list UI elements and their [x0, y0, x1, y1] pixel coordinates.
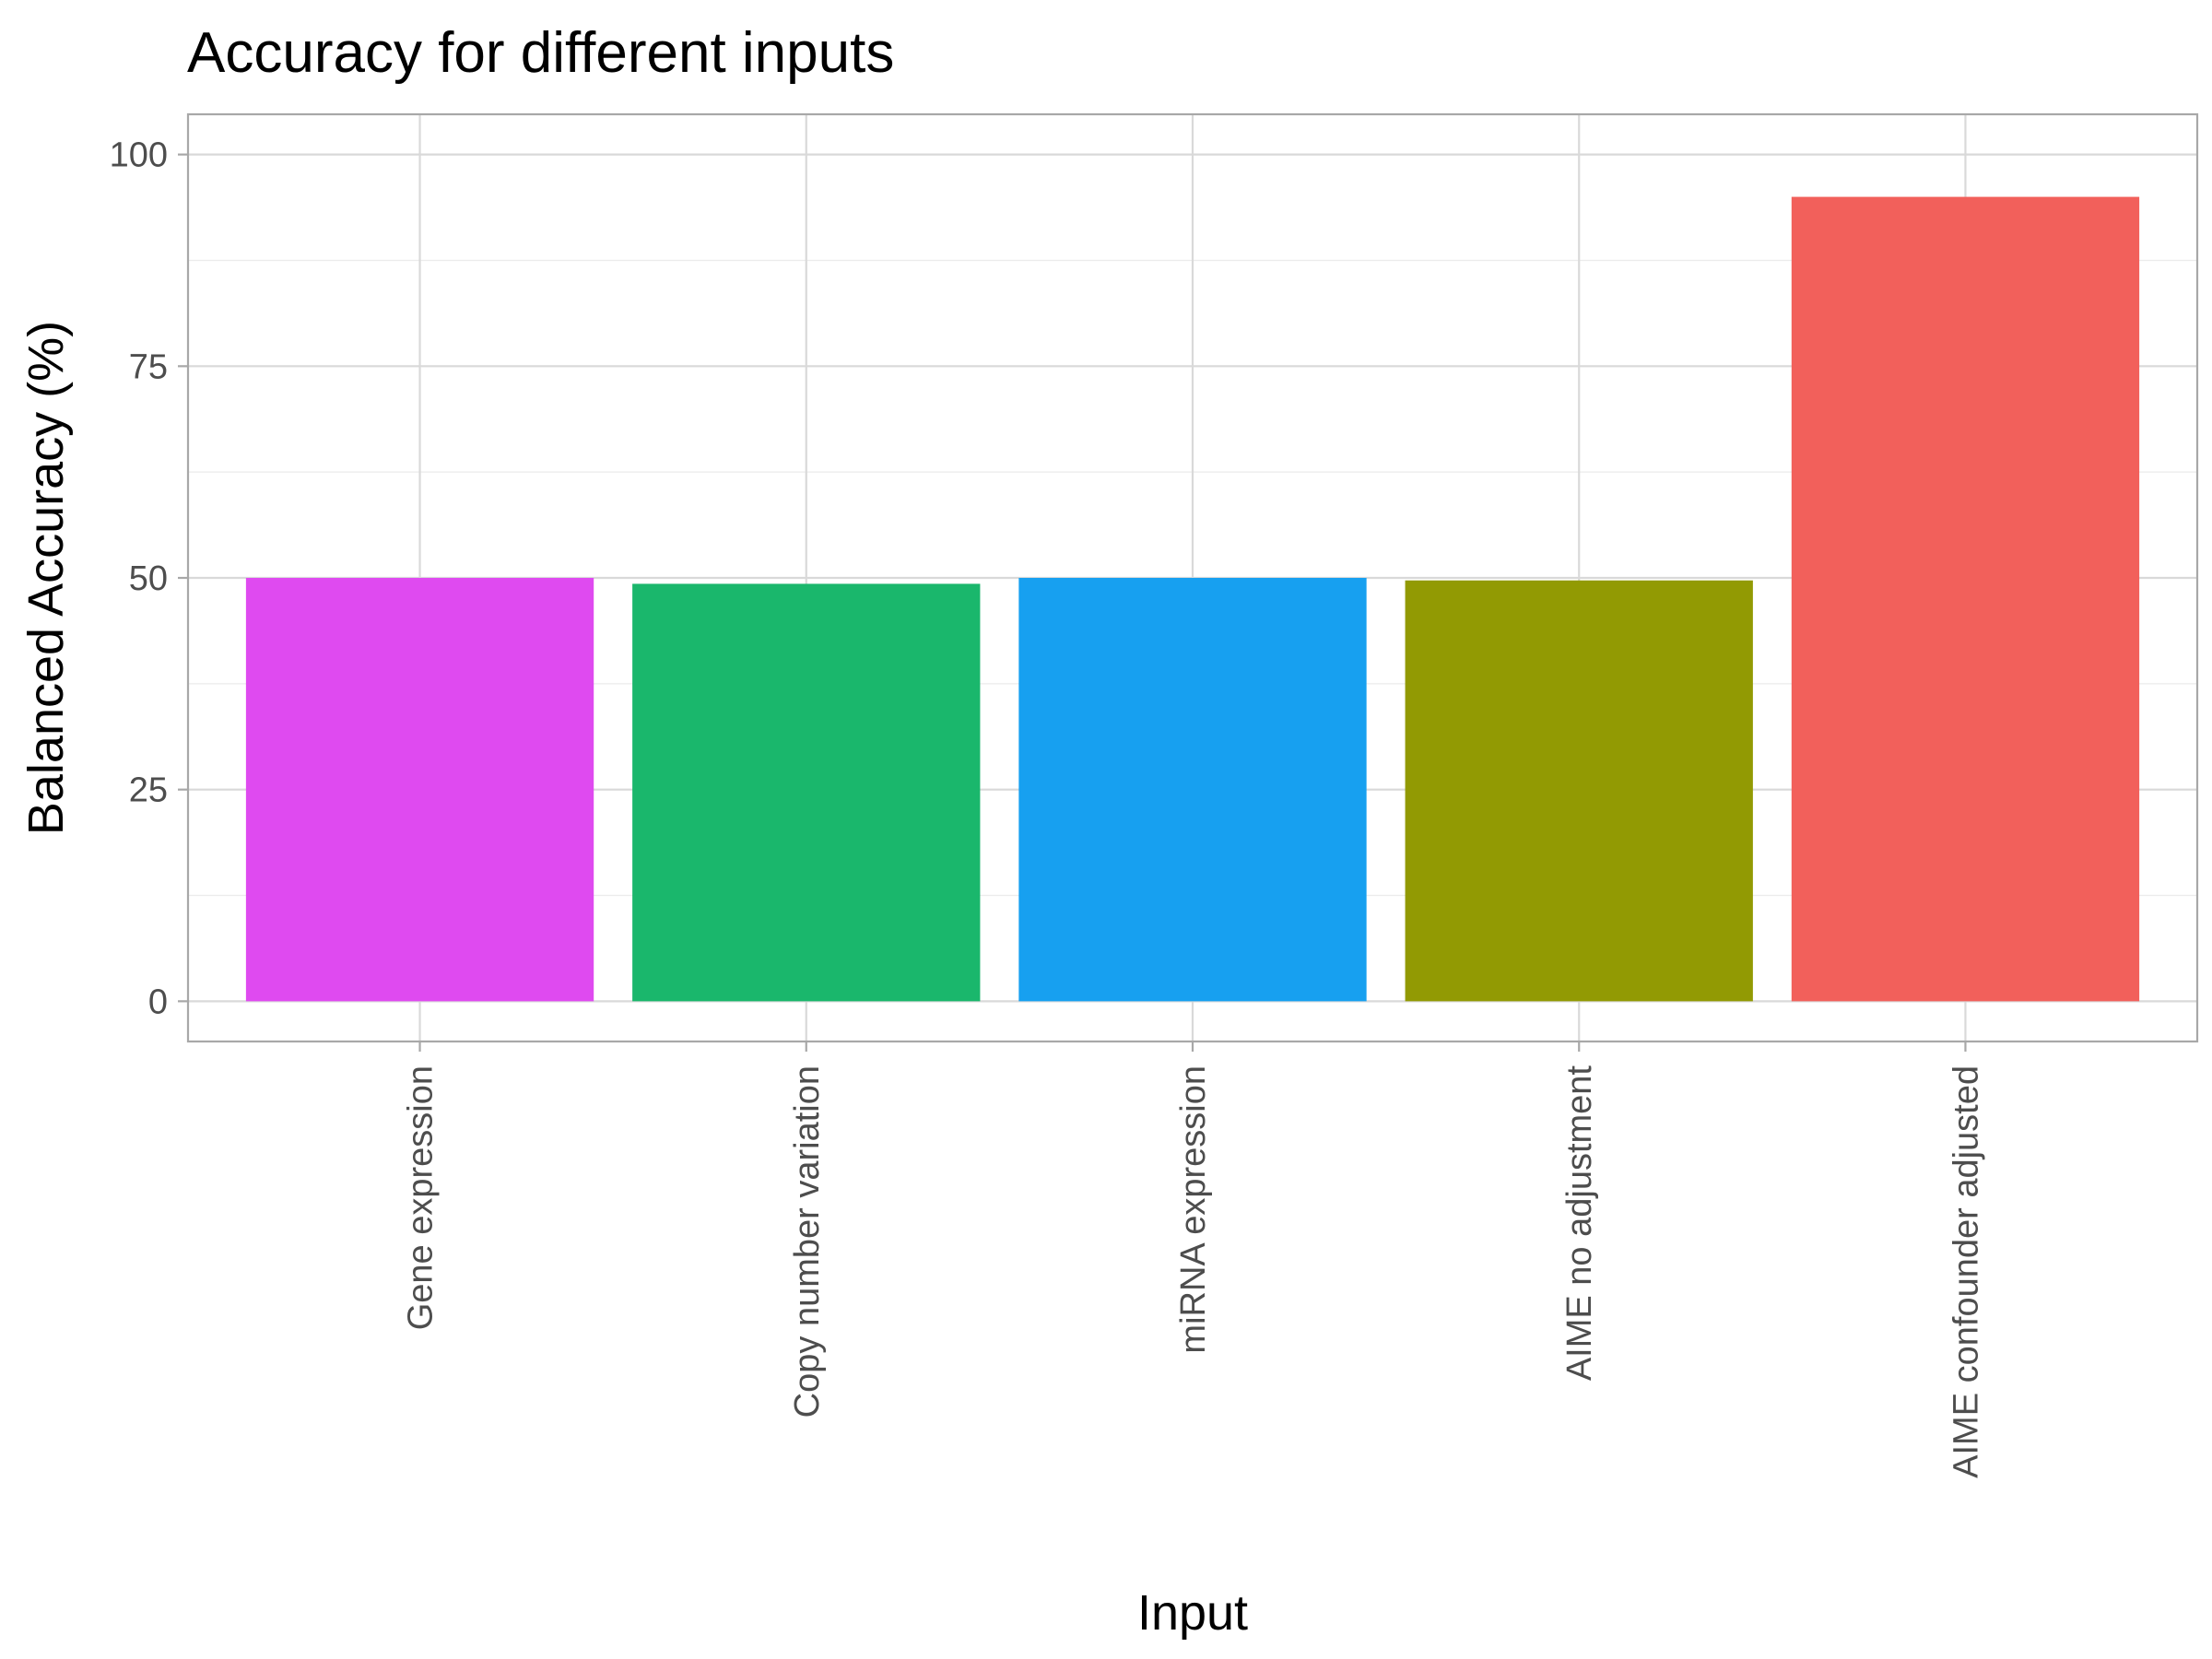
y-axis-title: Balanced Accuracy (%)	[18, 321, 74, 835]
y-tick-label: 25	[129, 771, 168, 810]
bar	[1405, 580, 1753, 1002]
x-tick-label: miRNA expression	[1174, 1065, 1213, 1354]
x-axis-title: Input	[1137, 1585, 1248, 1641]
y-tick-label: 50	[129, 559, 168, 598]
y-tick-label: 100	[110, 136, 168, 175]
y-axis: 0 25 50 75 100	[110, 136, 188, 1021]
bar	[1018, 578, 1367, 1002]
x-tick-label: Copy number variation	[788, 1065, 827, 1418]
bar	[1791, 196, 2140, 1002]
chart-title: Accuracy for different inputs	[187, 21, 894, 85]
y-tick-label: 75	[129, 347, 168, 386]
x-axis: Gene expression Copy number variation miRN…	[402, 1041, 1985, 1478]
x-tick-label: Gene expression	[402, 1065, 441, 1330]
x-tick-label: AIME confounder adjusted	[1947, 1065, 1985, 1478]
x-tick-label: AIME no adjustment	[1560, 1065, 1599, 1382]
bar	[632, 583, 981, 1002]
bar	[245, 578, 594, 1002]
bars	[245, 196, 2140, 1002]
y-tick-label: 0	[148, 982, 168, 1021]
